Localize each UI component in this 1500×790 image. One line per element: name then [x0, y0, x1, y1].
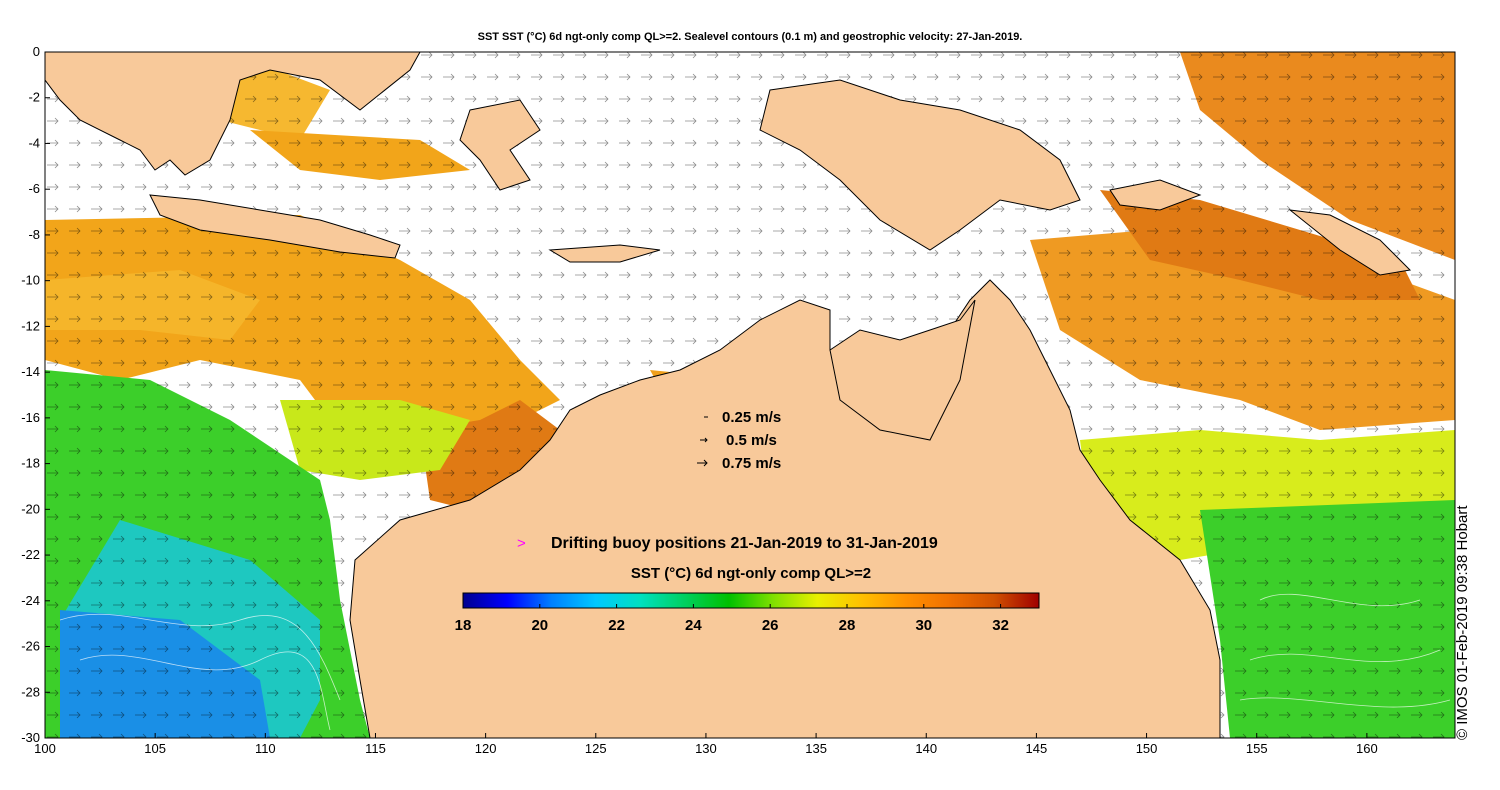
x-tick-label: 125	[585, 741, 607, 756]
y-tick-label: -4	[28, 135, 40, 150]
plot-frame	[44, 51, 1456, 739]
land-java	[149, 194, 401, 259]
velocity-legend-label-1: 0.5 m/s	[726, 432, 777, 449]
plot-area	[45, 52, 1455, 738]
colorbar-ticks: 18 20 22 24 26 28 30 32	[455, 604, 1009, 634]
colorbar-tick-label: 26	[762, 617, 779, 634]
land-new-britain	[1109, 179, 1202, 211]
colorbar-tick-label: 20	[531, 617, 548, 634]
land-timor	[548, 244, 661, 263]
colorbar	[462, 592, 1040, 609]
x-tick-label: 160	[1356, 741, 1378, 756]
x-tick-label: 110	[255, 741, 276, 756]
y-tick-label: -12	[21, 318, 40, 333]
y-tick-label: -6	[28, 181, 40, 196]
land-cape-york-gulf	[829, 299, 976, 441]
y-tick-label: -30	[21, 730, 40, 745]
x-tick-label: 120	[475, 741, 497, 756]
land-new-guinea	[759, 79, 1081, 251]
land-sumatra-borneo	[45, 52, 421, 176]
y-tick-label: 0	[33, 44, 40, 59]
colorbar-tick-label: 18	[455, 617, 472, 634]
x-tick-label: 135	[805, 741, 827, 756]
buoy-legend-symbol: >	[517, 535, 526, 552]
velocity-legend-label-2: 0.75 m/s	[722, 455, 781, 472]
x-tick-label: 105	[144, 741, 166, 756]
y-tick-label: -20	[21, 501, 40, 516]
y-tick-label: -8	[28, 227, 40, 242]
y-tick-label: -10	[21, 273, 40, 288]
colorbar-tick-label: 32	[992, 617, 1009, 634]
x-axis: 100 105 110 115 120 125 130 135 140 145 150 155 160	[34, 733, 1378, 756]
x-tick-label: 100	[34, 741, 56, 756]
velocity-legend-arrow-0.75	[697, 459, 708, 467]
velocity-legend-label-0: 0.25 m/s	[722, 409, 781, 426]
y-tick-label: -26	[21, 639, 40, 654]
y-tick-label: -14	[21, 364, 40, 379]
colorbar-tick-label: 24	[685, 617, 702, 634]
x-tick-label: 115	[365, 741, 386, 756]
colorbar-tick-label: 22	[608, 617, 625, 634]
sealevel-contours	[59, 593, 1451, 731]
colorbar-title: SST (°C) 6d ngt-only comp QL>=2	[631, 565, 871, 582]
x-tick-label: 145	[1026, 741, 1048, 756]
land-masses	[45, 52, 1412, 738]
land-solomons	[1288, 209, 1412, 276]
x-tick-label: 150	[1136, 741, 1158, 756]
y-tick-label: -28	[21, 684, 40, 699]
y-tick-label: -2	[28, 90, 40, 105]
x-tick-label: 155	[1246, 741, 1268, 756]
y-tick-label: -24	[21, 593, 40, 608]
y-axis: 0 -2 -4 -6 -8 -10 -12 -14 -16 -18 -20 -22 -24 -26 -28 -…	[21, 44, 50, 745]
buoy-legend-label: Drifting buoy positions 21-Jan-2019 to 3…	[551, 535, 938, 552]
velocity-legend: 0.25 m/s 0.5 m/s 0.75 m/s	[697, 409, 781, 472]
y-tick-label: -16	[21, 410, 40, 425]
x-tick-label: 140	[915, 741, 937, 756]
colorbar-tick-label: 28	[839, 617, 856, 634]
y-tick-label: -22	[21, 547, 40, 562]
velocity-legend-arrow-0.5	[700, 437, 708, 443]
map-title: SST SST (°C) 6d ngt-only comp QL>=2. Sea…	[477, 31, 1023, 43]
y-tick-label: -18	[21, 456, 40, 471]
colorbar-tick-label: 30	[915, 617, 932, 634]
x-tick-label: 130	[695, 741, 717, 756]
land-sulawesi	[459, 99, 541, 191]
credit-text: © IMOS 01-Feb-2019 09:38 Hobart	[1454, 505, 1471, 740]
